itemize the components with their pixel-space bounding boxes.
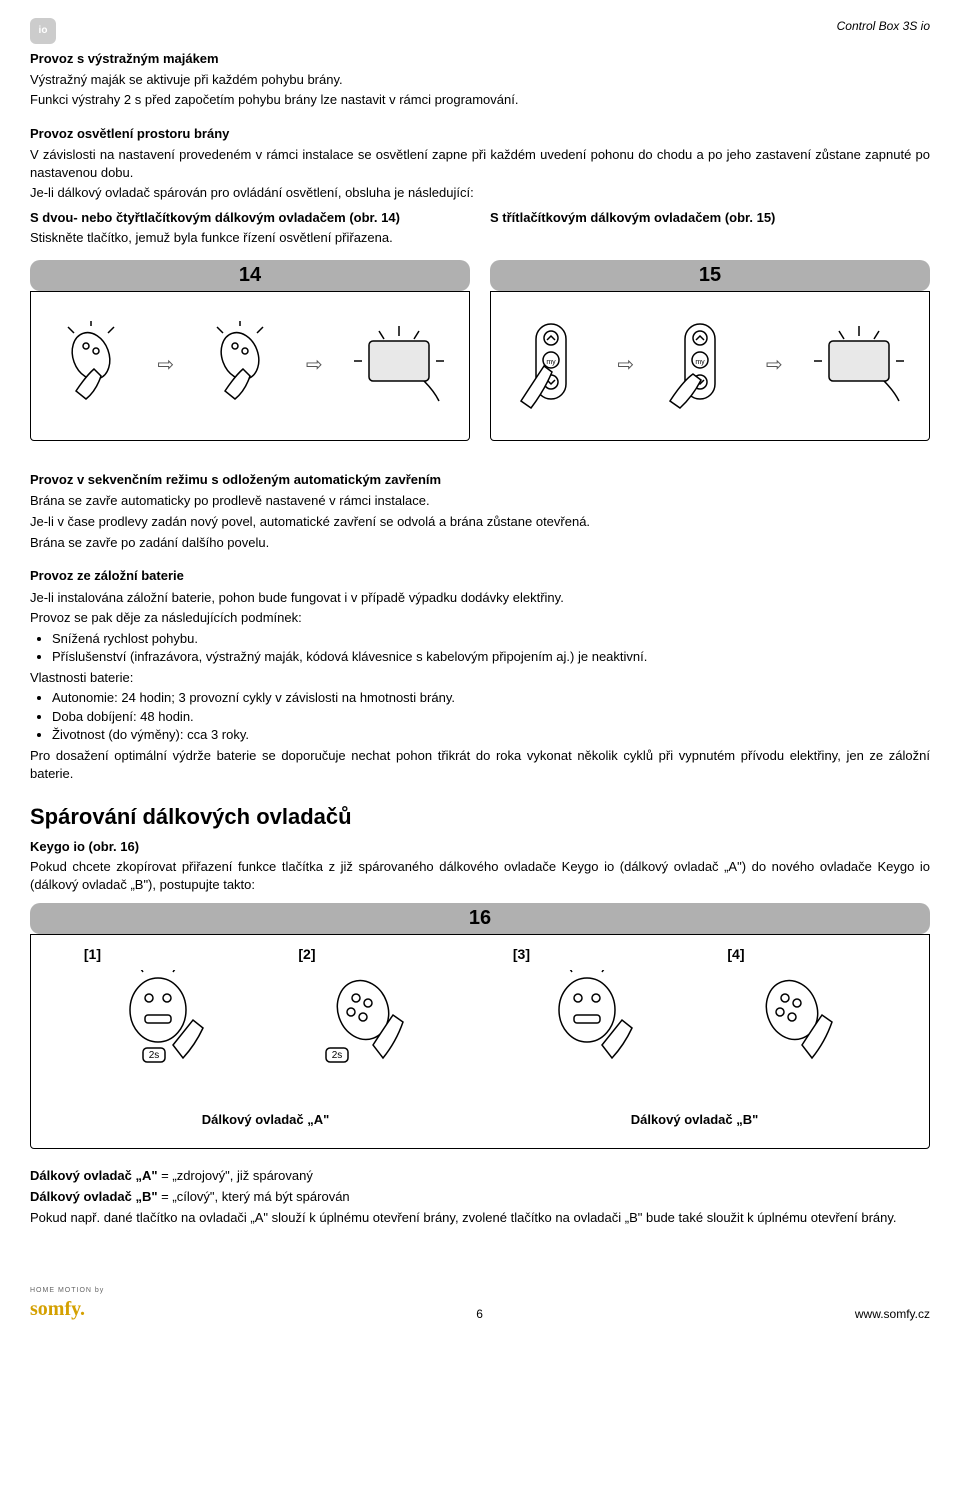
sec4-list2: Autonomie: 24 hodin; 3 provozní cykly v … xyxy=(52,689,930,744)
keygo-back-press-icon: 2s xyxy=(103,970,213,1090)
fig16-label-a: Dálkový ovladač „A" xyxy=(72,1111,458,1129)
arrow-icon: ⇨ xyxy=(157,352,174,379)
sec3-p1: Brána se zavře automaticky po prodlevě n… xyxy=(30,492,930,510)
def-note: Pokud např. dané tlačítko na ovladači „A… xyxy=(30,1209,930,1227)
sec1-title: Provoz s výstražným majákem xyxy=(30,50,930,68)
product-name: Control Box 3S io xyxy=(837,18,930,34)
svg-text:my: my xyxy=(547,359,557,366)
light-panel-icon xyxy=(354,326,444,406)
fig16-header: 16 xyxy=(30,903,930,934)
step-number: [2] xyxy=(278,945,467,964)
sec2-p1: V závislosti na nastavení provedeném v r… xyxy=(30,146,930,181)
sec4-p1: Je-li instalována záložní baterie, pohon… xyxy=(30,589,930,607)
sec5-heading: Spárování dálkových ovladačů xyxy=(30,802,930,832)
sec4-p2: Provoz se pak děje za následujících podm… xyxy=(30,609,930,627)
fig15-illustration: my ⇨ my ⇨ xyxy=(490,291,930,441)
def-b-prefix: Dálkový ovladač „B" xyxy=(30,1189,158,1204)
io-badge-icon: io xyxy=(30,18,56,44)
fig16-illustration: [1] 2s [2] xyxy=(30,934,930,1149)
list-item: Životnost (do výměny): cca 3 roky. xyxy=(52,726,930,744)
arrow-icon: ⇨ xyxy=(617,352,634,379)
keygo-front-press-icon: 2s xyxy=(318,970,428,1090)
sec2-p2: Je-li dálkový ovladač spárován pro ovlád… xyxy=(30,184,930,202)
list-item: Doba dobíjení: 48 hodin. xyxy=(52,708,930,726)
fig16-label-b: Dálkový ovladač „B" xyxy=(501,1111,887,1129)
three-button-remote-icon: my xyxy=(665,316,735,416)
fig16-step-1: [1] 2s xyxy=(64,945,253,1094)
svg-text:2s: 2s xyxy=(149,1050,160,1061)
somfy-logo: somfy. xyxy=(30,1296,104,1323)
sec2-right-title: S třítlačítkovým dálkovým ovladačem (obr… xyxy=(490,209,930,227)
def-a-rest: = „zdrojový", již spárovaný xyxy=(158,1168,313,1183)
sec2-left-title: S dvou- nebo čtyřtlačítkovým dálkovým ov… xyxy=(30,209,470,227)
sec4-title: Provoz ze záložní baterie xyxy=(30,567,930,585)
fig16-step-3: [3] xyxy=(493,945,682,1094)
sec3-p3: Brána se zavře po zadání dalšího povelu. xyxy=(30,534,930,552)
def-b: Dálkový ovladač „B" = „cílový", který má… xyxy=(30,1188,930,1206)
footer-url: www.somfy.cz xyxy=(855,1306,930,1322)
fig14-header: 14 xyxy=(30,260,470,291)
def-a: Dálkový ovladač „A" = „zdrojový", již sp… xyxy=(30,1167,930,1185)
step-number: [4] xyxy=(707,945,896,964)
sec2-left-sub: Stiskněte tlačítko, jemuž byla funkce ří… xyxy=(30,229,470,247)
page-number: 6 xyxy=(476,1306,483,1322)
sec2-title: Provoz osvětlení prostoru brány xyxy=(30,125,930,143)
remote-press-icon xyxy=(205,321,275,411)
remote-press-icon xyxy=(56,321,126,411)
page-footer: HOME MOTION by somfy. 6 www.somfy.cz xyxy=(30,1286,930,1322)
step-number: [1] xyxy=(64,945,253,964)
three-button-remote-icon: my xyxy=(516,316,586,416)
svg-text:my: my xyxy=(695,359,705,366)
sec5-subtitle: Keygo io (obr. 16) xyxy=(30,838,930,856)
def-a-prefix: Dálkový ovladač „A" xyxy=(30,1168,158,1183)
list-item: Snížená rychlost pohybu. xyxy=(52,630,930,648)
sec3-title: Provoz v sekvenčním režimu s odloženým a… xyxy=(30,471,930,489)
light-panel-icon xyxy=(814,326,904,406)
fig16-step-2: [2] 2s xyxy=(278,945,467,1094)
footer-tagline: HOME MOTION by xyxy=(30,1286,104,1295)
list-item: Příslušenství (infrazávora, výstražný ma… xyxy=(52,648,930,666)
arrow-icon: ⇨ xyxy=(766,352,783,379)
arrow-icon: ⇨ xyxy=(306,352,323,379)
sec1-p2: Funkci výstrahy 2 s před započetím pohyb… xyxy=(30,91,930,109)
keygo-back-press-icon xyxy=(532,970,642,1090)
fig15-header: 15 xyxy=(490,260,930,291)
sec4-p4: Pro dosažení optimální výdrže baterie se… xyxy=(30,747,930,782)
sec3-p2: Je-li v čase prodlevy zadán nový povel, … xyxy=(30,513,930,531)
sec4-list1: Snížená rychlost pohybu. Příslušenství (… xyxy=(52,630,930,666)
svg-text:2s: 2s xyxy=(331,1050,342,1061)
fig16-wrapper: 16 [1] 2s [2] xyxy=(30,903,930,1149)
def-b-rest: = „cílový", který má být spárován xyxy=(158,1189,350,1204)
sec4-p3: Vlastnosti baterie: xyxy=(30,669,930,687)
keygo-front-press-icon xyxy=(747,970,857,1090)
sec1-p1: Výstražný maják se aktivuje při každém p… xyxy=(30,71,930,89)
fig14-illustration: ⇨ ⇨ xyxy=(30,291,470,441)
two-column-layout: S dvou- nebo čtyřtlačítkovým dálkovým ov… xyxy=(30,206,930,250)
sec5-p1: Pokud chcete zkopírovat přiřazení funkce… xyxy=(30,858,930,893)
step-number: [3] xyxy=(493,945,682,964)
fig16-labels: Dálkový ovladač „A" Dálkový ovladač „B" xyxy=(51,1111,909,1129)
fig16-step-4: [4] xyxy=(707,945,896,1094)
figures-14-15-row: 14 ⇨ ⇨ xyxy=(30,254,930,455)
list-item: Autonomie: 24 hodin; 3 provozní cykly v … xyxy=(52,689,930,707)
